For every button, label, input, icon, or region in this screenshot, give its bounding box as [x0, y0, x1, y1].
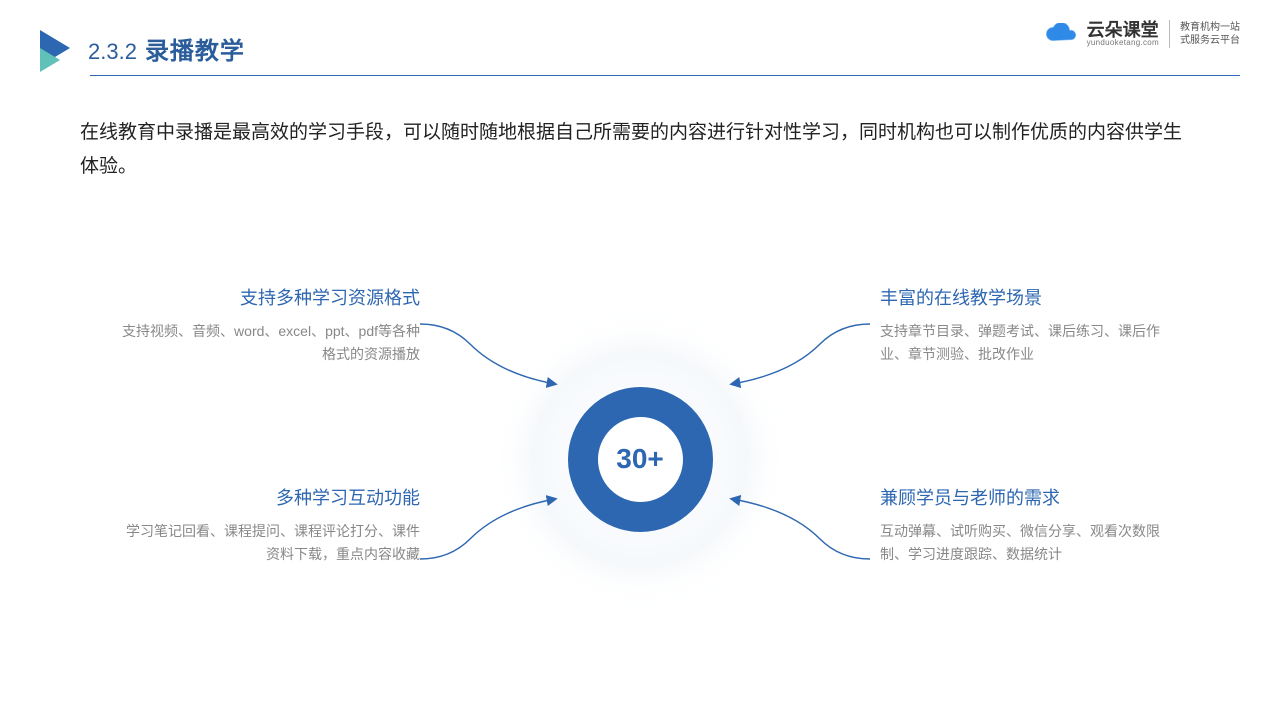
feature-diagram: 30+ — [0, 224, 1280, 624]
connector-bottom-left — [420, 489, 560, 569]
feature-desc: 支持章节目录、弹题考试、课后练习、课后作业、章节测验、批改作业 — [880, 320, 1180, 365]
feature-title: 支持多种学习资源格式 — [120, 284, 420, 310]
logo-divider — [1169, 20, 1170, 48]
connector-top-right — [720, 314, 870, 394]
connector-top-left — [420, 314, 560, 394]
title-underline — [90, 75, 1240, 77]
feature-bottom-right: 兼顾学员与老师的需求 互动弹幕、试听购买、微信分享、观看次数限制、学习进度跟踪、… — [880, 484, 1180, 565]
logo-brand-text: 云朵课堂 — [1087, 21, 1159, 39]
logo-domain-text: yunduoketang.com — [1087, 39, 1159, 47]
intro-paragraph: 在线教育中录播是最高效的学习手段，可以随时随地根据自己所需要的内容进行针对性学习… — [80, 116, 1200, 184]
feature-title: 兼顾学员与老师的需求 — [880, 484, 1180, 510]
feature-title: 丰富的在线教学场景 — [880, 284, 1180, 310]
center-label: 30+ — [616, 443, 664, 475]
feature-desc: 学习笔记回看、课程提问、课程评论打分、课件资料下载，重点内容收藏 — [120, 520, 420, 565]
feature-title: 多种学习互动功能 — [120, 484, 420, 510]
feature-top-left: 支持多种学习资源格式 支持视频、音频、word、excel、ppt、pdf等各种… — [120, 284, 420, 365]
section-title: 录播教学 — [145, 31, 245, 66]
center-circle: 30+ — [535, 354, 745, 564]
feature-desc: 互动弹幕、试听购买、微信分享、观看次数限制、学习进度跟踪、数据统计 — [880, 520, 1180, 565]
feature-bottom-left: 多种学习互动功能 学习笔记回看、课程提问、课程评论打分、课件资料下载，重点内容收… — [120, 484, 420, 565]
play-icon — [40, 30, 70, 66]
center-ring: 30+ — [568, 387, 713, 532]
brand-logo: 云朵课堂 yunduoketang.com 教育机构一站 式服务云平台 — [1043, 20, 1240, 48]
feature-desc: 支持视频、音频、word、excel、ppt、pdf等各种格式的资源播放 — [120, 320, 420, 365]
logo-tagline: 教育机构一站 式服务云平台 — [1180, 21, 1240, 47]
section-heading: 2.3.2 录播教学 — [88, 31, 245, 66]
feature-top-right: 丰富的在线教学场景 支持章节目录、弹题考试、课后练习、课后作业、章节测验、批改作… — [880, 284, 1180, 365]
cloud-icon — [1043, 23, 1077, 45]
connector-bottom-right — [720, 489, 870, 569]
section-number: 2.3.2 — [88, 39, 137, 65]
